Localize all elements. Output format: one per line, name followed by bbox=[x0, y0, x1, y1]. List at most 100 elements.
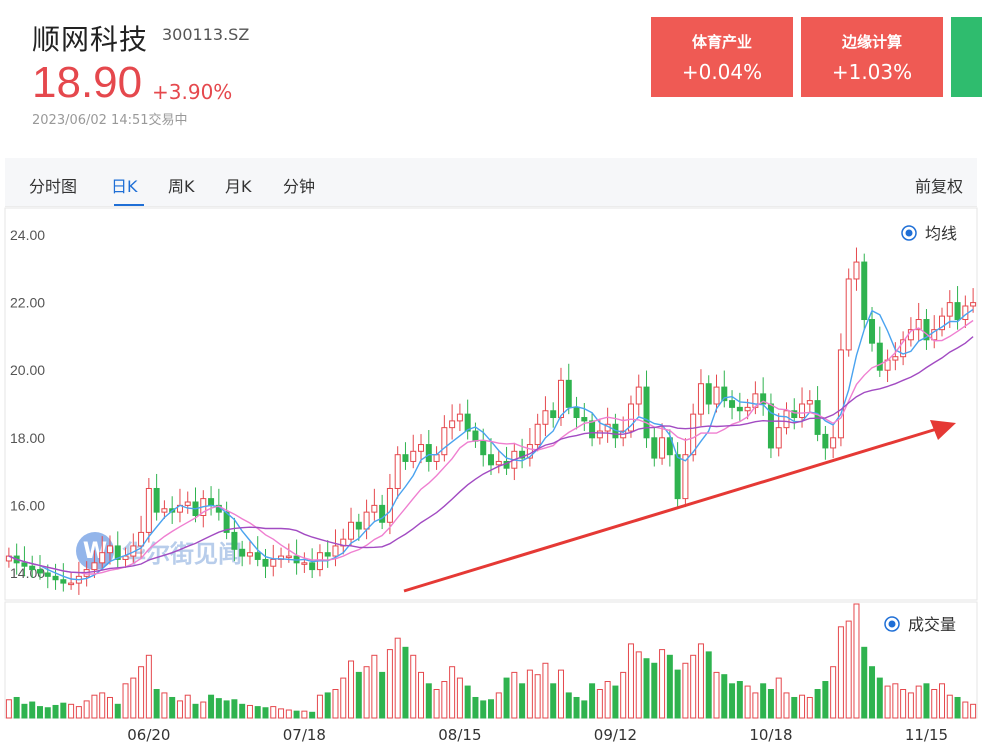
candle-body bbox=[495, 460, 502, 466]
candle-body bbox=[386, 487, 393, 523]
volume-bar bbox=[106, 696, 113, 719]
tab-weekly-k[interactable]: 周K bbox=[168, 177, 195, 196]
sector-change: +1.03% bbox=[831, 60, 913, 84]
volume-bar bbox=[138, 666, 145, 719]
x-tick-label: 08/15 bbox=[438, 726, 481, 744]
volume-bar bbox=[853, 603, 860, 719]
candle-body bbox=[550, 410, 557, 419]
volume-bar bbox=[596, 689, 603, 719]
candle-body bbox=[254, 552, 261, 560]
candle-body bbox=[239, 548, 246, 557]
sector-tag-sports[interactable]: 体育产业 +0.04% bbox=[651, 17, 793, 97]
candle-body bbox=[775, 427, 782, 449]
candle-body bbox=[309, 562, 316, 571]
volume-bar bbox=[651, 662, 658, 719]
x-tick-label: 06/20 bbox=[127, 726, 170, 744]
volume-bar bbox=[876, 677, 883, 719]
volume-bar bbox=[21, 703, 28, 719]
volume-bar bbox=[231, 699, 238, 719]
candle-body bbox=[635, 386, 642, 405]
candle-body bbox=[565, 379, 572, 408]
volume-bar bbox=[697, 643, 704, 719]
volume-bar bbox=[332, 689, 339, 719]
candle-body bbox=[21, 562, 28, 567]
candle-body bbox=[837, 349, 844, 439]
volume-bar bbox=[418, 671, 425, 719]
volume-bar bbox=[830, 666, 837, 719]
volume-bar bbox=[814, 689, 821, 719]
volume-bar bbox=[674, 669, 681, 719]
candle-body bbox=[433, 454, 440, 462]
candle-body bbox=[845, 278, 852, 351]
volume-bar bbox=[744, 685, 751, 719]
volume-bar bbox=[713, 671, 720, 719]
tab-monthly-k[interactable]: 月K bbox=[225, 177, 252, 196]
candle-body bbox=[557, 379, 564, 419]
volume-bar bbox=[643, 658, 650, 719]
candle-body bbox=[464, 413, 471, 432]
y-tick-label: 22.00 bbox=[10, 295, 45, 311]
candle-body bbox=[379, 504, 386, 523]
volume-bar bbox=[52, 704, 59, 719]
candle-body bbox=[853, 261, 860, 280]
volume-legend-label: 成交量 bbox=[908, 615, 956, 634]
candle-body bbox=[208, 498, 215, 506]
volume-bar bbox=[153, 689, 160, 719]
candle-body bbox=[29, 565, 36, 571]
y-tick-label: 14.00 bbox=[10, 565, 45, 581]
candle-body bbox=[589, 420, 596, 439]
candle-body bbox=[690, 413, 697, 456]
candle-body bbox=[324, 552, 331, 557]
volume-bar bbox=[791, 696, 798, 719]
volume-bar bbox=[285, 709, 292, 719]
volume-bar bbox=[627, 643, 634, 719]
volume-bar bbox=[68, 703, 75, 719]
candle-body bbox=[946, 302, 953, 317]
volume-bar bbox=[394, 637, 401, 719]
volume-bar bbox=[169, 696, 176, 719]
volume-bar bbox=[425, 683, 432, 719]
volume-bar bbox=[433, 689, 440, 719]
tab-minute[interactable]: 分钟 bbox=[283, 177, 316, 196]
candle-body bbox=[876, 342, 883, 371]
volume-bar bbox=[386, 649, 393, 719]
candle-body bbox=[954, 302, 961, 321]
candle-body bbox=[91, 562, 98, 571]
volume-bar bbox=[565, 692, 572, 719]
volume-bar bbox=[783, 692, 790, 719]
volume-bar bbox=[511, 671, 518, 719]
volume-bar bbox=[355, 671, 362, 719]
volume-bar bbox=[721, 674, 728, 719]
candle-body bbox=[355, 521, 362, 530]
candle-body bbox=[106, 545, 113, 554]
candle-body bbox=[713, 386, 720, 405]
candle-body bbox=[581, 417, 588, 422]
volume-bar bbox=[884, 685, 891, 719]
volume-bar bbox=[666, 654, 673, 719]
volume-bar bbox=[939, 683, 946, 719]
sector-tag-partial[interactable] bbox=[951, 17, 982, 97]
volume-bar bbox=[60, 702, 67, 719]
candle-body bbox=[262, 558, 269, 567]
candle-body bbox=[402, 454, 409, 462]
tab-daily-k[interactable]: 日K bbox=[111, 177, 138, 196]
candle-body bbox=[783, 410, 790, 429]
tab-intraday[interactable]: 分时图 bbox=[29, 177, 78, 196]
volume-bar bbox=[550, 683, 557, 719]
volume-bar bbox=[946, 694, 953, 719]
volume-bar bbox=[573, 696, 580, 719]
candle-body bbox=[526, 444, 533, 459]
x-tick-label: 10/18 bbox=[749, 726, 792, 744]
volume-bar bbox=[682, 662, 689, 719]
price-adjust-selector[interactable]: 前复权 bbox=[914, 177, 963, 196]
volume-bar bbox=[402, 646, 409, 719]
sector-tag-edge-computing[interactable]: 边缘计算 +1.03% bbox=[801, 17, 943, 97]
stock-name: 顺网科技 bbox=[32, 23, 149, 56]
volume-bar bbox=[316, 694, 323, 719]
volume-bar bbox=[954, 696, 961, 719]
sector-name: 体育产业 bbox=[691, 33, 752, 51]
volume-bar bbox=[91, 694, 98, 719]
candle-body bbox=[666, 437, 673, 456]
candle-body bbox=[488, 454, 494, 466]
